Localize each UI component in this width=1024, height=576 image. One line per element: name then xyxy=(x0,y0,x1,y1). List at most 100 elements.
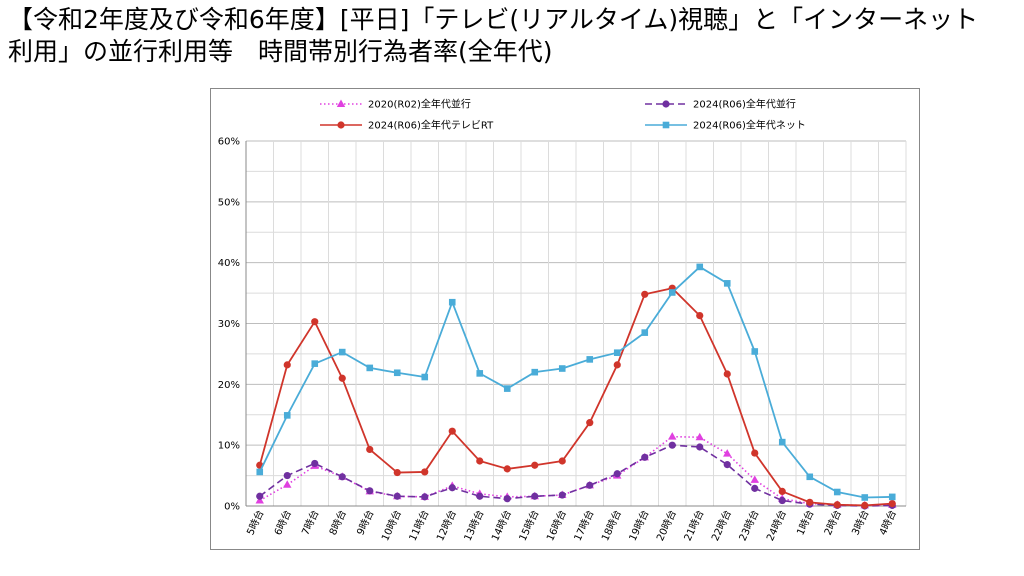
data-point-marker xyxy=(366,487,374,495)
x-tick-label: 20時台 xyxy=(653,508,679,543)
data-point-marker xyxy=(723,461,731,469)
x-tick-label: 22時台 xyxy=(708,508,734,543)
data-point-marker xyxy=(421,373,429,381)
data-point-marker xyxy=(393,468,401,477)
data-point-marker xyxy=(723,370,731,378)
data-point-marker xyxy=(668,289,676,296)
data-point-marker xyxy=(283,361,291,369)
legend-label: 2024(R06)全年代ネット xyxy=(693,119,806,132)
series-4 xyxy=(256,263,896,501)
data-point-marker xyxy=(558,491,566,499)
x-tick-label: 1時台 xyxy=(794,508,817,537)
data-point-marker xyxy=(613,349,621,356)
x-tick-label: 6時台 xyxy=(271,508,294,537)
data-point-marker xyxy=(366,445,374,454)
data-point-marker xyxy=(586,481,594,489)
x-tick-label: 18時台 xyxy=(598,508,624,543)
data-point-marker xyxy=(833,488,841,496)
x-tick-label: 9時台 xyxy=(354,508,377,537)
data-point-marker xyxy=(283,412,291,419)
x-tick-label: 14時台 xyxy=(488,508,514,543)
series-line xyxy=(258,287,893,507)
data-point-marker xyxy=(256,492,264,500)
data-point-marker xyxy=(421,468,429,476)
legend-item: 2024(R06)全年代テレビRT xyxy=(320,119,494,132)
data-point-marker xyxy=(311,360,319,367)
data-point-marker xyxy=(888,493,896,501)
data-point-marker xyxy=(751,348,759,355)
data-point-marker xyxy=(641,290,649,298)
data-point-marker xyxy=(750,475,759,483)
data-point-marker xyxy=(531,492,539,500)
series-line xyxy=(259,444,893,507)
x-tick-label: 16時台 xyxy=(543,508,569,543)
data-point-marker xyxy=(696,263,704,271)
legend-label: 2024(R06)全年代並行 xyxy=(693,98,796,111)
legend: 2020(R02)全年代並行 2024(R06)全年代並行 2024(R06)全年代… xyxy=(320,98,806,132)
data-point-marker xyxy=(366,364,374,372)
data-point-marker xyxy=(448,484,456,492)
title-line-2: 利用」の並行利用等 時間帯別行為者率(全年代) xyxy=(8,37,553,66)
legend-item: 2020(R02)全年代並行 xyxy=(320,98,471,111)
data-point-marker xyxy=(256,468,264,476)
x-tick-label: 5時台 xyxy=(244,508,267,537)
y-axis: 0% 10% 20% 30% 40% 50% 60% xyxy=(218,137,247,513)
data-point-marker xyxy=(448,298,456,306)
page-title: 【令和2年度及び令和6年度】[平日]「テレビ(リアルタイム)視聴」と「インターネ… xyxy=(8,4,1018,68)
series-group xyxy=(255,263,897,510)
data-point-marker xyxy=(531,461,539,469)
data-point-marker xyxy=(613,361,621,369)
x-tick-label: 13時台 xyxy=(461,508,487,543)
data-point-marker xyxy=(393,492,401,500)
data-point-marker xyxy=(778,487,786,495)
x-tick-label: 7時台 xyxy=(299,508,322,537)
data-point-marker xyxy=(503,385,511,392)
data-point-marker xyxy=(641,329,649,336)
data-point-marker xyxy=(283,471,291,480)
data-point-marker xyxy=(662,121,670,129)
y-tick-label: 20% xyxy=(218,380,240,391)
data-point-marker xyxy=(668,432,677,440)
x-axis: 5時台 6時台 7時台 8時台 9時台 10時台 11時台 12時台 13時台 14時台 15時台 1… xyxy=(244,505,906,543)
data-point-marker xyxy=(613,470,621,478)
data-point-marker xyxy=(336,99,346,107)
data-point-marker xyxy=(503,465,511,473)
x-tick-label: 11時台 xyxy=(406,508,432,543)
y-tick-label: 0% xyxy=(224,502,240,513)
data-point-marker xyxy=(751,484,759,492)
x-tick-label: 15時台 xyxy=(516,508,542,543)
data-point-marker xyxy=(448,427,456,435)
data-point-marker xyxy=(476,457,484,465)
data-point-marker xyxy=(503,495,511,503)
data-point-marker xyxy=(723,280,731,287)
data-point-marker xyxy=(531,368,539,376)
data-point-marker xyxy=(833,501,841,509)
legend-label: 2024(R06)全年代テレビRT xyxy=(368,119,494,132)
legend-item: 2024(R06)全年代ネット xyxy=(645,119,806,132)
data-point-marker xyxy=(662,100,670,108)
data-point-marker xyxy=(695,432,704,441)
x-tick-label: 10時台 xyxy=(378,508,404,543)
y-tick-label: 60% xyxy=(218,137,240,148)
x-tick-label: 17時台 xyxy=(571,508,597,543)
data-point-marker xyxy=(668,441,676,449)
x-tick-label: 2時台 xyxy=(821,508,844,537)
x-tick-label: 23時台 xyxy=(736,508,762,543)
data-point-marker xyxy=(586,356,594,363)
legend-item: 2024(R06)全年代並行 xyxy=(645,98,796,111)
data-point-marker xyxy=(283,480,292,488)
x-tick-label: 12時台 xyxy=(433,508,459,543)
data-point-marker xyxy=(778,438,786,446)
data-point-marker xyxy=(558,457,566,465)
data-point-marker xyxy=(778,496,786,505)
data-point-marker xyxy=(338,348,346,356)
data-point-marker xyxy=(888,499,896,508)
data-point-marker xyxy=(476,370,484,377)
data-point-marker xyxy=(311,459,319,468)
data-point-marker xyxy=(421,493,429,501)
data-point-marker xyxy=(696,311,704,320)
x-tick-label: 21時台 xyxy=(681,508,707,543)
data-point-marker xyxy=(393,369,401,377)
data-point-marker xyxy=(311,318,319,326)
